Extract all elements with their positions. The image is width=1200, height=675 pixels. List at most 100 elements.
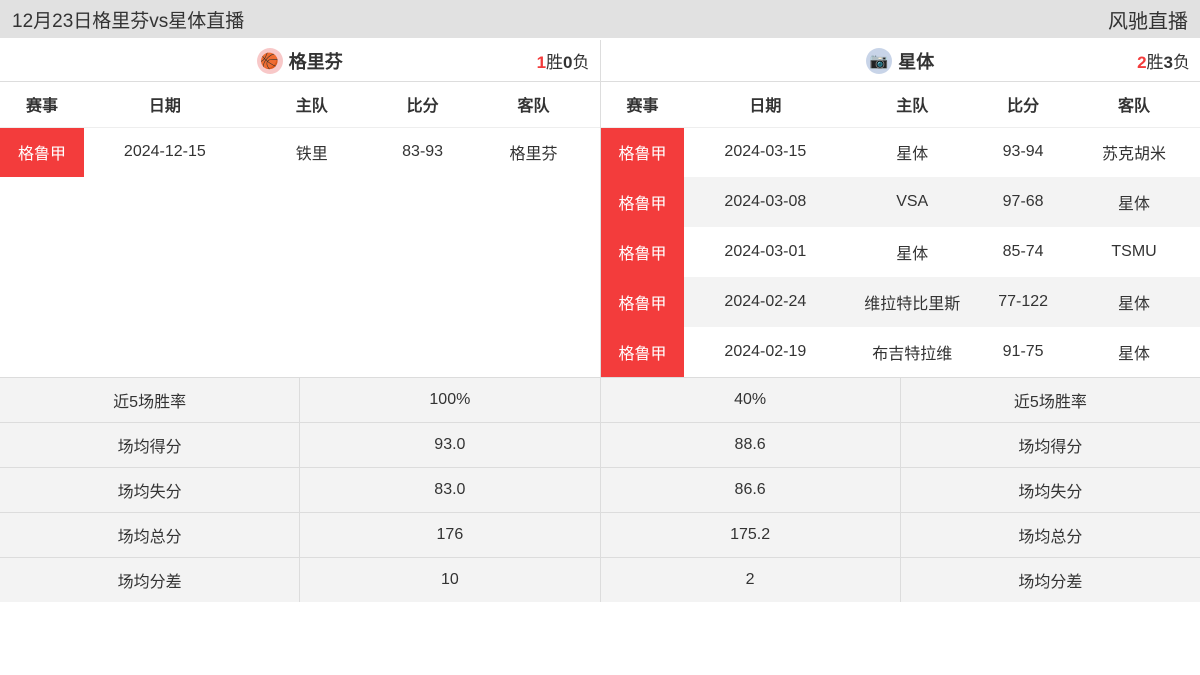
- left-matches-table: 赛事 日期 主队 比分 客队 格鲁甲2024-12-15铁里83-93格里芬: [0, 82, 600, 177]
- team-right-icon: 📷: [866, 48, 892, 74]
- team-name-left: 🏀 格里芬: [257, 48, 343, 74]
- table-row: 格鲁甲2024-03-15星体93-94苏克胡米: [601, 127, 1200, 177]
- cell-score: 83-93: [378, 127, 468, 177]
- cell-league: 格鲁甲: [601, 127, 685, 177]
- cell-date: 2024-03-08: [684, 177, 846, 227]
- team-right-name-text: 星体: [898, 48, 934, 74]
- col-home: 主队: [246, 82, 378, 127]
- stat-label-right: 近5场胜率: [901, 378, 1200, 422]
- team-left-record: 1胜0负: [537, 48, 590, 73]
- stats-row: 场均得分93.088.6场均得分: [0, 422, 1200, 467]
- team-right-record: 2胜3负: [1137, 48, 1190, 73]
- cell-away: 星体: [1068, 177, 1200, 227]
- team-left-losses: 0: [563, 53, 572, 72]
- cell-home: 布吉特拉维: [846, 327, 978, 377]
- team-left-icon: 🏀: [257, 48, 283, 74]
- team-right-losses-label: 负: [1173, 53, 1190, 72]
- table-row: 格鲁甲2024-02-24维拉特比里斯77-122星体: [601, 277, 1200, 327]
- stat-value-left: 100%: [300, 378, 600, 422]
- team-right-wins-label: 胜: [1147, 53, 1164, 72]
- left-table-wrap: 赛事 日期 主队 比分 客队 格鲁甲2024-12-15铁里83-93格里芬: [0, 82, 600, 377]
- stat-value-left: 176: [300, 513, 600, 557]
- col-score: 比分: [378, 82, 468, 127]
- cell-score: 97-68: [978, 177, 1068, 227]
- cell-score: 85-74: [978, 227, 1068, 277]
- cell-league: 格鲁甲: [601, 227, 685, 277]
- cell-away: TSMU: [1068, 227, 1200, 277]
- stats-row: 场均分差102场均分差: [0, 557, 1200, 602]
- team-left-losses-label: 负: [573, 53, 590, 72]
- cell-score: 77-122: [978, 277, 1068, 327]
- team-header-right: 📷 星体 2胜3负: [600, 40, 1200, 81]
- cell-score: 91-75: [978, 327, 1068, 377]
- page-title: 12月23日格里芬vs星体直播: [12, 6, 244, 33]
- cell-away: 苏克胡米: [1068, 127, 1200, 177]
- cell-league: 格鲁甲: [601, 327, 685, 377]
- top-bar: 12月23日格里芬vs星体直播 风驰直播: [0, 0, 1200, 40]
- team-left-wins-label: 胜: [546, 53, 563, 72]
- cell-league: 格鲁甲: [0, 127, 84, 177]
- cell-home: 维拉特比里斯: [846, 277, 978, 327]
- stats-row: 场均失分83.086.6场均失分: [0, 467, 1200, 512]
- stat-value-left: 10: [300, 558, 600, 602]
- col-date: 日期: [684, 82, 846, 127]
- cell-date: 2024-12-15: [84, 127, 246, 177]
- stats-block: 近5场胜率100%40%近5场胜率场均得分93.088.6场均得分场均失分83.…: [0, 377, 1200, 602]
- stat-value-right: 88.6: [601, 423, 901, 467]
- stat-label-left: 场均得分: [0, 423, 300, 467]
- col-home: 主队: [846, 82, 978, 127]
- stat-value-right: 40%: [601, 378, 901, 422]
- teams-header-row: 🏀 格里芬 1胜0负 📷 星体 2胜3负: [0, 40, 1200, 82]
- cell-date: 2024-02-19: [684, 327, 846, 377]
- stat-value-left: 83.0: [300, 468, 600, 512]
- col-away: 客队: [468, 82, 600, 127]
- table-row: 格鲁甲2024-02-19布吉特拉维91-75星体: [601, 327, 1200, 377]
- team-left-wins: 1: [537, 53, 546, 72]
- stat-label-left: 场均总分: [0, 513, 300, 557]
- right-matches-table: 赛事 日期 主队 比分 客队 格鲁甲2024-03-15星体93-94苏克胡米格…: [601, 82, 1200, 377]
- stat-label-right: 场均失分: [901, 468, 1200, 512]
- team-header-left: 🏀 格里芬 1胜0负: [0, 40, 600, 81]
- cell-home: 铁里: [246, 127, 378, 177]
- team-left-name-text: 格里芬: [289, 48, 343, 74]
- cell-away: 星体: [1068, 327, 1200, 377]
- cell-score: 93-94: [978, 127, 1068, 177]
- cell-league: 格鲁甲: [601, 277, 685, 327]
- stat-label-left: 近5场胜率: [0, 378, 300, 422]
- table-row: 格鲁甲2024-03-08VSA97-68星体: [601, 177, 1200, 227]
- stats-row: 近5场胜率100%40%近5场胜率: [0, 377, 1200, 422]
- stat-label-right: 场均总分: [901, 513, 1200, 557]
- stat-value-right: 86.6: [601, 468, 901, 512]
- stat-value-left: 93.0: [300, 423, 600, 467]
- stat-label-left: 场均失分: [0, 468, 300, 512]
- right-table-wrap: 赛事 日期 主队 比分 客队 格鲁甲2024-03-15星体93-94苏克胡米格…: [600, 82, 1200, 377]
- col-score: 比分: [978, 82, 1068, 127]
- cell-away: 星体: [1068, 277, 1200, 327]
- stat-value-right: 2: [601, 558, 901, 602]
- col-league: 赛事: [601, 82, 685, 127]
- table-row: 格鲁甲2024-03-01星体85-74TSMU: [601, 227, 1200, 277]
- team-name-right: 📷 星体: [866, 48, 934, 74]
- cell-league: 格鲁甲: [601, 177, 685, 227]
- brand-label: 风驰直播: [1108, 5, 1188, 34]
- col-date: 日期: [84, 82, 246, 127]
- team-right-wins: 2: [1137, 53, 1146, 72]
- stat-label-right: 场均分差: [901, 558, 1200, 602]
- tables-row: 赛事 日期 主队 比分 客队 格鲁甲2024-12-15铁里83-93格里芬 赛…: [0, 82, 1200, 377]
- stat-value-right: 175.2: [601, 513, 901, 557]
- cell-date: 2024-03-15: [684, 127, 846, 177]
- cell-date: 2024-02-24: [684, 277, 846, 327]
- table-row: 格鲁甲2024-12-15铁里83-93格里芬: [0, 127, 600, 177]
- cell-date: 2024-03-01: [684, 227, 846, 277]
- team-right-losses: 3: [1164, 53, 1173, 72]
- cell-home: 星体: [846, 127, 978, 177]
- stat-label-right: 场均得分: [901, 423, 1200, 467]
- stats-row: 场均总分176175.2场均总分: [0, 512, 1200, 557]
- cell-home: 星体: [846, 227, 978, 277]
- col-league: 赛事: [0, 82, 84, 127]
- table-header-row: 赛事 日期 主队 比分 客队: [0, 82, 600, 127]
- cell-away: 格里芬: [468, 127, 600, 177]
- stat-label-left: 场均分差: [0, 558, 300, 602]
- cell-home: VSA: [846, 177, 978, 227]
- table-header-row: 赛事 日期 主队 比分 客队: [601, 82, 1200, 127]
